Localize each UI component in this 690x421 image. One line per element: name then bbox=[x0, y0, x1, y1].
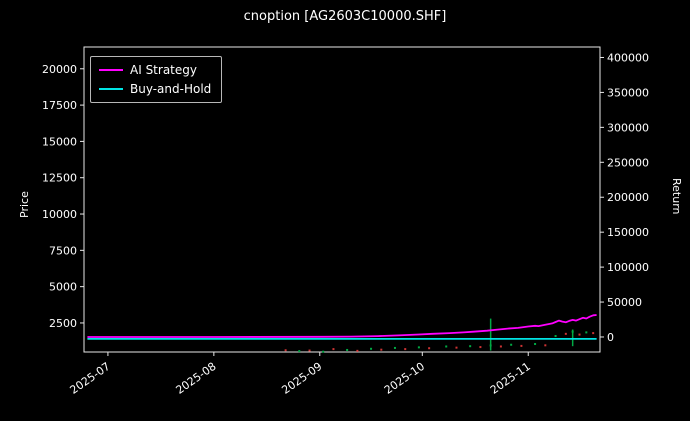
price-mark bbox=[356, 349, 359, 352]
right-tick-label: 0 bbox=[607, 331, 614, 344]
price-mark bbox=[428, 347, 431, 350]
left-tick-label: 5000 bbox=[49, 281, 77, 294]
price-mark bbox=[564, 332, 567, 335]
left-axis-title: Price bbox=[18, 191, 31, 218]
price-mark bbox=[554, 335, 557, 338]
price-mark bbox=[544, 344, 547, 347]
right-tick-label: 50000 bbox=[607, 296, 642, 309]
x-tick-label: 2025-11 bbox=[488, 360, 533, 397]
right-tick-label: 200000 bbox=[607, 191, 649, 204]
price-mark bbox=[417, 346, 420, 349]
plot-frame bbox=[83, 46, 601, 353]
right-tick-label: 100000 bbox=[607, 261, 649, 274]
legend-label-ai-strategy: AI Strategy bbox=[130, 63, 197, 77]
x-tick-label: 2025-08 bbox=[173, 360, 218, 397]
price-mark bbox=[332, 348, 335, 351]
price-mark bbox=[534, 343, 537, 346]
left-tick-label: 10000 bbox=[42, 208, 77, 221]
chart-title: cnoption [AG2603C10000.SHF] bbox=[243, 9, 447, 24]
right-tick-label: 150000 bbox=[607, 226, 649, 239]
ai-strategy-line-swatch bbox=[99, 69, 123, 71]
price-mark bbox=[479, 346, 482, 349]
left-tick-label: 12500 bbox=[42, 172, 77, 185]
price-mark bbox=[308, 349, 311, 352]
price-mark bbox=[393, 346, 396, 349]
price-mark bbox=[585, 331, 588, 334]
right-tick-label: 350000 bbox=[607, 86, 649, 99]
right-tick-label: 250000 bbox=[607, 156, 649, 169]
buy-and-hold-line-swatch bbox=[99, 88, 123, 90]
price-mark bbox=[455, 346, 458, 349]
legend-item-ai-strategy: AI Strategy bbox=[99, 63, 211, 77]
price-mark bbox=[298, 350, 301, 353]
price-mark bbox=[445, 345, 448, 348]
legend-item-buy-and-hold: Buy-and-Hold bbox=[99, 82, 211, 96]
price-mark bbox=[322, 350, 325, 353]
left-tick-label: 17500 bbox=[42, 99, 77, 112]
price-mark bbox=[520, 344, 523, 347]
x-tick-label: 2025-09 bbox=[279, 360, 324, 397]
price-mark bbox=[592, 332, 595, 335]
x-tick-label: 2025-07 bbox=[68, 360, 113, 397]
legend-label-buy-and-hold: Buy-and-Hold bbox=[130, 82, 212, 96]
price-mark bbox=[284, 349, 287, 352]
left-tick-label: 7500 bbox=[49, 244, 77, 257]
price-mark bbox=[469, 345, 472, 348]
left-tick-label: 2500 bbox=[49, 317, 77, 330]
right-tick-label: 300000 bbox=[607, 121, 649, 134]
price-mark bbox=[510, 343, 513, 346]
legend: AI Strategy Buy-and-Hold bbox=[90, 56, 223, 103]
right-tick-label: 400000 bbox=[607, 51, 649, 64]
right-axis-title: Return bbox=[670, 178, 683, 215]
series-line-ai-strategy bbox=[87, 314, 597, 338]
price-mark bbox=[578, 333, 581, 336]
left-tick-label: 15000 bbox=[42, 135, 77, 148]
price-mark bbox=[346, 348, 349, 351]
price-mark bbox=[499, 345, 502, 348]
left-tick-label: 20000 bbox=[42, 63, 77, 76]
price-mark bbox=[370, 347, 373, 350]
price-mark bbox=[404, 348, 407, 351]
price-mark bbox=[380, 348, 383, 351]
x-tick-label: 2025-10 bbox=[382, 360, 427, 397]
